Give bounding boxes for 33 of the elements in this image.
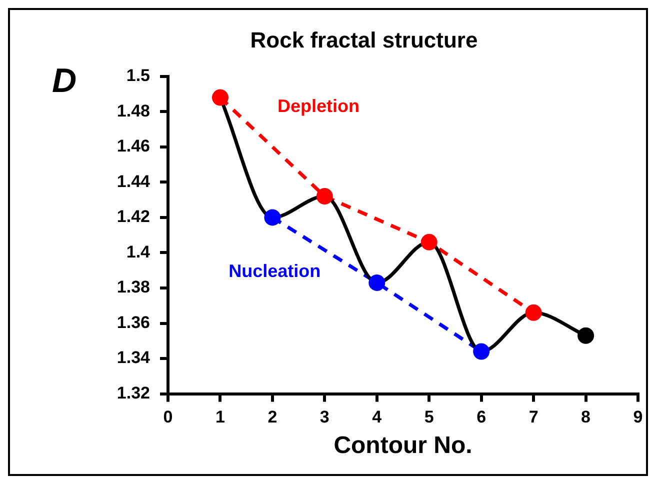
- point: [368, 274, 386, 291]
- point: [212, 89, 228, 106]
- x-tick-label: 1: [215, 408, 225, 427]
- y-tick-label: 1.38: [116, 278, 150, 297]
- chart-title: Rock fractal structure: [250, 27, 478, 52]
- y-tick-label: 1.34: [116, 348, 151, 368]
- y-tick-label: 1.32: [116, 383, 150, 402]
- x-tick-label: 8: [581, 408, 591, 427]
- x-axis-title: Contour No.: [334, 432, 472, 460]
- y-tick-label: 1.42: [116, 207, 150, 226]
- x-tick-label: 4: [372, 408, 382, 427]
- x-tick-label: 6: [476, 408, 486, 427]
- y-axis-title: D: [52, 62, 77, 100]
- point: [420, 234, 438, 250]
- y-tick-label: 1.5: [126, 66, 150, 86]
- point: [525, 304, 542, 321]
- x-tick-label: 7: [528, 408, 538, 427]
- x-tick-label: 5: [424, 408, 434, 427]
- point: [473, 343, 490, 360]
- series-label: Depletion: [277, 96, 360, 116]
- series-label: Nucleation: [228, 261, 321, 282]
- y-tick-label: 1.44: [116, 172, 151, 191]
- x-tick-label: 2: [268, 408, 278, 427]
- point: [316, 188, 333, 205]
- point: [578, 327, 594, 344]
- x-tick-label: 3: [320, 408, 330, 427]
- y-tick-label: 1.48: [116, 101, 150, 120]
- y-tick-label: 1.36: [116, 312, 150, 332]
- y-tick-label: 1.4: [126, 242, 151, 262]
- point: [264, 209, 281, 226]
- x-tick-label: 9: [633, 408, 643, 427]
- y-tick-label: 1.46: [116, 136, 150, 156]
- x-tick-label: 0: [163, 408, 173, 427]
